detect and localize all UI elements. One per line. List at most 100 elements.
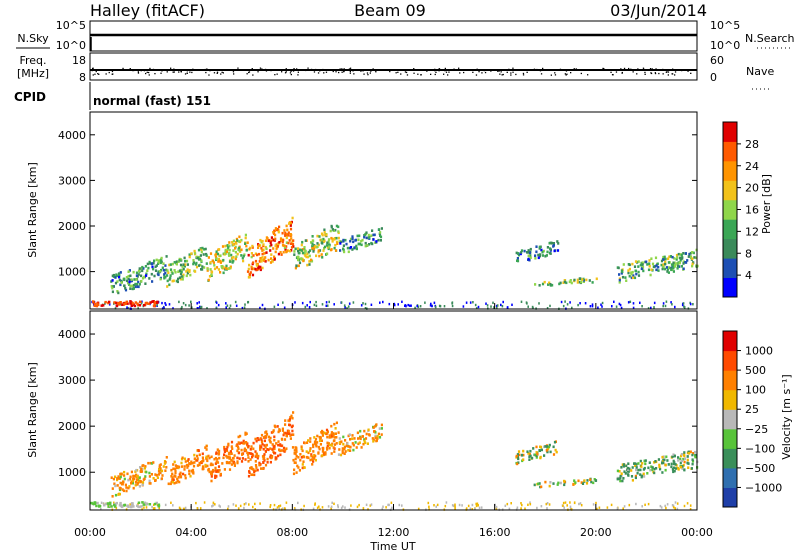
- echo-cell: [266, 448, 269, 451]
- echo-cell: [244, 458, 247, 461]
- echo-cell: [538, 284, 541, 287]
- ground-scatter-cell: [601, 305, 603, 308]
- echo-cell: [125, 489, 128, 493]
- nave-dot: [369, 72, 371, 74]
- ground-scatter-cell: [137, 503, 139, 506]
- echo-cell: [271, 448, 274, 451]
- echo-cell: [185, 274, 188, 278]
- echo-cell: [131, 479, 134, 483]
- echo-cell: [261, 249, 264, 252]
- echo-cell: [214, 255, 218, 259]
- echo-cell: [563, 479, 566, 483]
- echo-cell: [289, 437, 292, 440]
- echo-cell: [170, 480, 173, 484]
- echo-cell: [372, 233, 375, 237]
- echo-cell: [347, 250, 350, 254]
- echo-cell: [287, 231, 290, 234]
- echo-cell: [545, 445, 549, 448]
- echo-cell: [556, 240, 559, 243]
- echo-cell: [237, 246, 241, 250]
- echo-cell: [672, 270, 675, 273]
- echo-cell: [671, 467, 674, 471]
- echo-cell: [535, 454, 538, 457]
- echo-cell: [563, 279, 566, 282]
- nave-dot: [315, 68, 317, 71]
- echo-cell: [147, 266, 150, 270]
- echo-cell: [167, 482, 170, 486]
- ground-scatter-cell: [342, 505, 344, 508]
- echo-cell: [660, 259, 664, 263]
- ground-scatter-cell: [417, 507, 420, 511]
- ground-scatter-cell: [591, 305, 594, 308]
- colorbar-tick-label: −500: [745, 462, 775, 475]
- echo-cell: [192, 471, 195, 474]
- echo-cell: [235, 242, 238, 245]
- echo-cell: [670, 263, 674, 266]
- echo-cell: [249, 466, 252, 470]
- echo-cell: [244, 449, 248, 452]
- ground-scatter-cell: [191, 306, 193, 309]
- ground-scatter-cell: [414, 306, 416, 310]
- nave-dot: [426, 70, 428, 72]
- echo-cell: [230, 445, 233, 448]
- ground-scatter-cell: [297, 501, 299, 505]
- nave-dot: [406, 74, 409, 76]
- nave-label: Nave: [746, 65, 774, 78]
- ground-scatter-cell: [126, 306, 128, 309]
- ground-scatter-cell: [529, 503, 532, 506]
- echo-cell: [261, 256, 264, 259]
- echo-cell: [205, 448, 208, 451]
- echo-cell: [635, 466, 638, 469]
- echo-cell: [515, 251, 518, 255]
- nave-dot: [665, 71, 667, 73]
- ground-scatter-cell: [278, 507, 281, 510]
- echo-cell: [162, 465, 165, 468]
- echo-cell: [218, 449, 221, 453]
- nave-dot: [379, 69, 382, 71]
- near-range-cell: [103, 504, 106, 507]
- echo-cell: [562, 281, 565, 284]
- echo-cell: [114, 281, 118, 285]
- echo-cell: [635, 272, 638, 276]
- ground-scatter-cell: [516, 506, 519, 509]
- echo-cell: [682, 262, 685, 265]
- echo-cell: [201, 265, 204, 268]
- echo-cell: [219, 261, 222, 264]
- ground-scatter-cell: [477, 504, 479, 507]
- echo-cell: [662, 460, 665, 463]
- nave-dot: [209, 70, 211, 72]
- echo-cell: [631, 479, 634, 482]
- echo-cell: [539, 445, 543, 449]
- echo-cell: [153, 259, 156, 263]
- echo-cell: [349, 239, 352, 243]
- echo-cell: [231, 460, 234, 463]
- echo-cell: [625, 279, 628, 282]
- nave-dot: [463, 71, 465, 74]
- ground-scatter-cell: [496, 304, 499, 307]
- echo-cell: [230, 253, 233, 257]
- echo-cell: [618, 277, 621, 280]
- echo-cell: [622, 465, 625, 468]
- echo-cell: [356, 234, 359, 238]
- colorbar-tick-label: 500: [745, 364, 766, 377]
- echo-cell: [155, 474, 158, 477]
- echo-cell: [207, 256, 210, 259]
- echo-cell: [187, 269, 190, 273]
- echo-cell: [521, 454, 524, 457]
- echo-cell: [262, 436, 266, 439]
- near-range-cell: [90, 501, 93, 505]
- echo-cell: [324, 453, 327, 456]
- ground-scatter-cell: [504, 504, 507, 507]
- echo-cell: [233, 464, 236, 467]
- echo-cell: [123, 477, 126, 481]
- echo-cell: [119, 283, 122, 287]
- echo-cell: [215, 252, 218, 256]
- nave-dot: [550, 74, 552, 76]
- nave-dot: [173, 68, 175, 70]
- echo-cell: [173, 261, 176, 264]
- echo-cell: [349, 438, 352, 441]
- echo-cell: [311, 247, 314, 250]
- nave-dot: [292, 70, 295, 72]
- echo-cell: [132, 287, 135, 290]
- echo-cell: [209, 252, 213, 255]
